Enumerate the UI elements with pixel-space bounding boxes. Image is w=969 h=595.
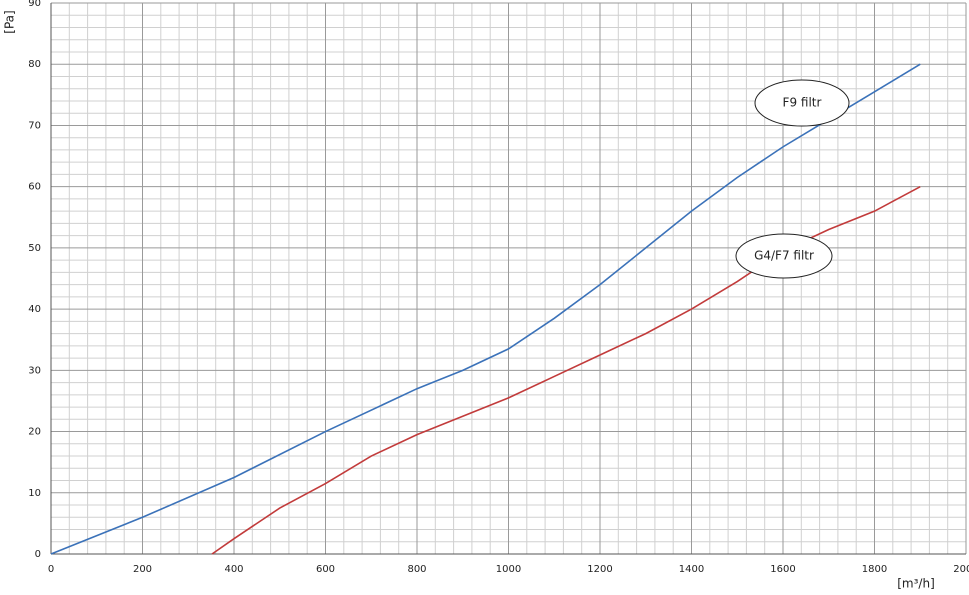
x-tick-label: 2000 [953, 564, 969, 575]
y-tick-label: 40 [28, 304, 41, 315]
legend-bubble [754, 79, 850, 127]
y-tick-label: 10 [28, 488, 41, 499]
x-tick-label: 1600 [770, 564, 795, 575]
y-tick-label: 20 [28, 427, 41, 438]
x-tick-label: 200 [133, 564, 152, 575]
legend-bubble [735, 233, 833, 279]
x-tick-label: 1000 [496, 564, 521, 575]
x-tick-label: 600 [316, 564, 335, 575]
y-tick-label: 80 [28, 59, 41, 70]
x-tick-label: 400 [224, 564, 243, 575]
y-tick-label: 70 [28, 120, 41, 131]
x-tick-label: 800 [407, 564, 426, 575]
x-axis-label: [m³/h] [897, 577, 935, 591]
legend-label: F9 filtr [783, 96, 822, 110]
x-tick-label: 1800 [862, 564, 887, 575]
x-tick-label: 0 [48, 564, 54, 575]
y-tick-label: 60 [28, 182, 41, 193]
series-line [50, 63, 921, 555]
y-tick-label: 0 [35, 549, 41, 560]
x-tick-label: 1400 [679, 564, 704, 575]
legend-label: G4/F7 filtr [754, 249, 814, 263]
y-tick-label: 90 [28, 0, 41, 9]
y-tick-label: 50 [28, 243, 41, 254]
x-tick-label: 1200 [587, 564, 612, 575]
y-axis-label: [Pa] [3, 10, 17, 33]
y-tick-label: 30 [28, 365, 41, 376]
